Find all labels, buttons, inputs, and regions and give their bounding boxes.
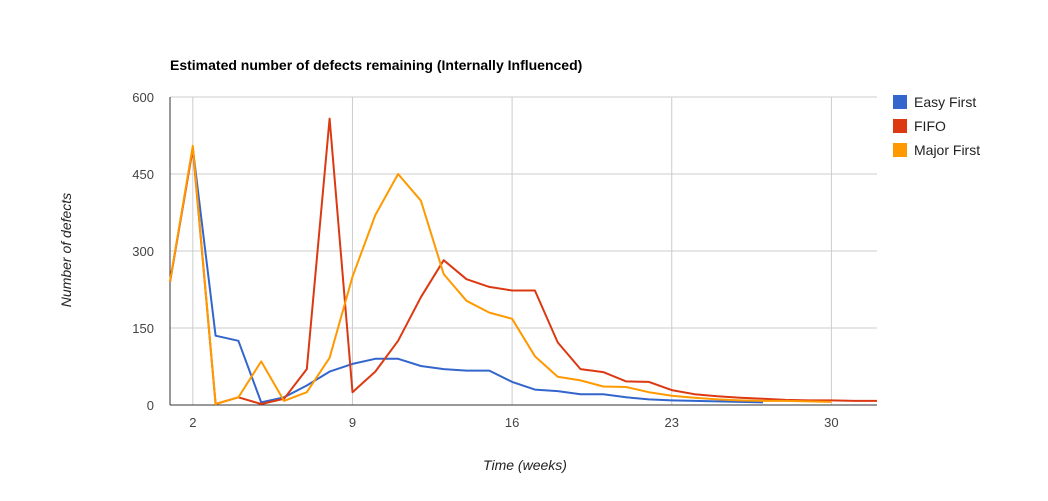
legend-swatch <box>893 119 907 133</box>
y-tick-label: 450 <box>132 167 154 182</box>
x-tick-label: 9 <box>349 415 356 430</box>
legend-swatch <box>893 95 907 109</box>
series-line-major-first <box>169 144 832 405</box>
legend-label: Easy First <box>914 94 976 110</box>
y-axis-title: Number of defects <box>58 193 74 307</box>
x-tick-label: 30 <box>824 415 838 430</box>
legend-label: Major First <box>914 142 980 158</box>
x-tick-label: 23 <box>665 415 679 430</box>
series-line-easy-first <box>169 147 764 404</box>
x-axis-title: Time (weeks) <box>483 457 567 473</box>
x-tick-label: 16 <box>505 415 519 430</box>
series-layer <box>169 117 877 405</box>
y-tick-label: 0 <box>147 398 154 413</box>
chart-title: Estimated number of defects remaining (I… <box>170 57 582 73</box>
y-tick-label: 150 <box>132 321 154 336</box>
legend: Easy First FIFO Major First <box>893 94 980 158</box>
legend-swatch <box>893 143 907 157</box>
legend-label: FIFO <box>914 118 946 134</box>
y-tick-label: 300 <box>132 244 154 259</box>
axis-layer: 0 150 300 450 600 2 9 16 23 30 <box>132 90 877 430</box>
series-line-fifo <box>169 117 877 405</box>
y-tick-label: 600 <box>132 90 154 105</box>
x-tick-label: 2 <box>189 415 196 430</box>
grid-layer <box>170 96 877 405</box>
